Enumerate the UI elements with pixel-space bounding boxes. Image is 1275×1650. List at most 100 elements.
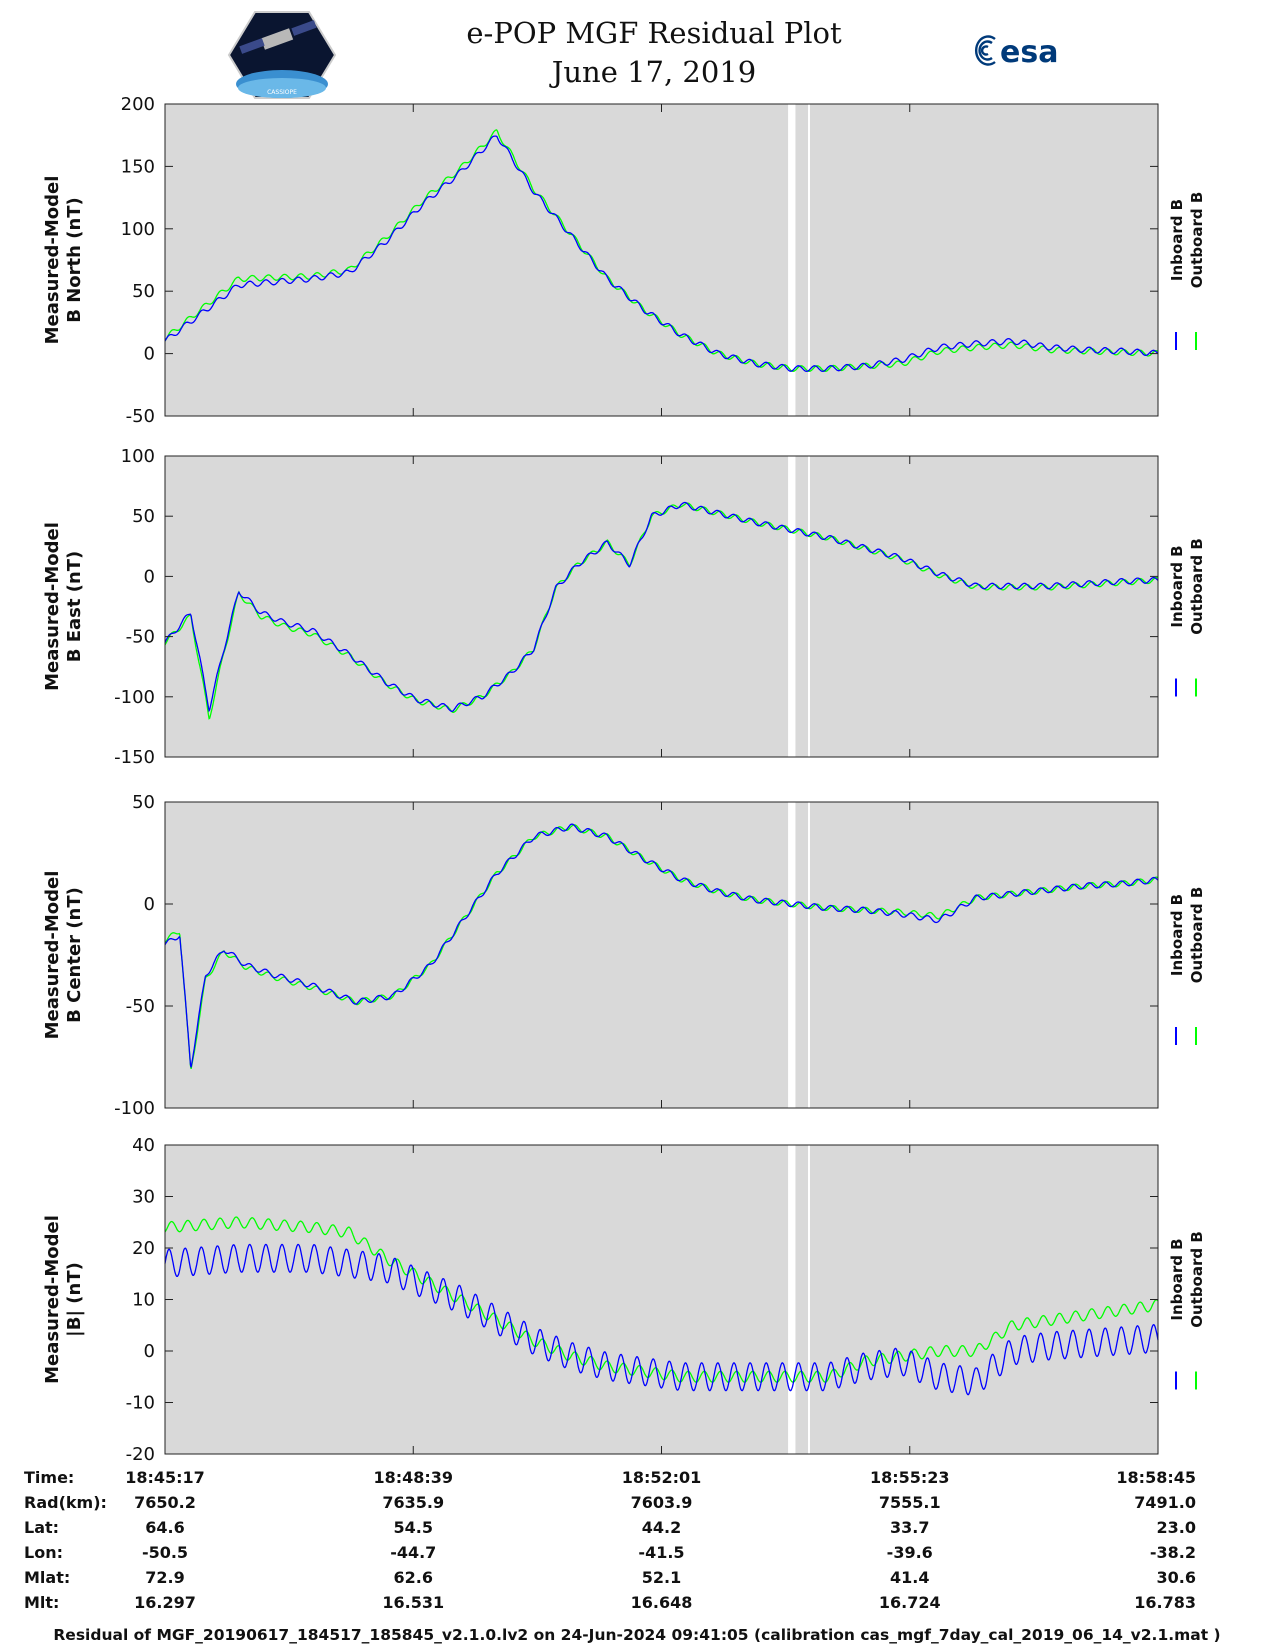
ephemeris-value-lat: 54.5 — [394, 1518, 433, 1537]
ephemeris-value-time: 18:55:23 — [870, 1468, 950, 1487]
ephemeris-value-rad: 7635.9 — [382, 1493, 444, 1512]
panel-3: -100 -50 0 50 Measured-Model B Center (nT) Inb… — [42, 792, 1206, 1119]
ephemeris-row-label: Lon: — [24, 1543, 63, 1562]
inboard-series-line — [164, 823, 1159, 1068]
ephemeris-value-lon: -41.5 — [638, 1543, 684, 1562]
data-gap-2 — [807, 104, 810, 416]
y-tick-label: 0 — [144, 566, 155, 587]
y-tick-label: 20 — [132, 1238, 155, 1259]
legend-inboard-label: Inboard B — [1168, 545, 1186, 627]
ephemeris-value-lon: -44.7 — [390, 1543, 436, 1562]
footer-caption: Residual of MGF_20190617_184517_185845_v… — [53, 1626, 1220, 1644]
y-tick-label: -100 — [114, 687, 155, 708]
y-axis-label: Measured-Model — [42, 871, 63, 1040]
plot-area — [165, 1145, 1158, 1454]
data-gap-1 — [788, 1145, 796, 1454]
ephemeris-value-rad: 7650.2 — [134, 1493, 196, 1512]
y-axis-label: Measured-Model — [42, 176, 63, 345]
ephemeris-value-rad: 7603.9 — [631, 1493, 693, 1512]
y-tick-label: 0 — [144, 894, 155, 915]
legend-outboard-label: Outboard B — [1188, 887, 1206, 984]
y-tick-label: -50 — [126, 406, 155, 427]
y-tick-label: -100 — [114, 1098, 155, 1119]
y-tick-label: -150 — [114, 747, 155, 768]
ephemeris-value-lat: 44.2 — [642, 1518, 681, 1537]
ephemeris-value-mlat: 30.6 — [1157, 1568, 1196, 1587]
y-tick-label: 50 — [132, 792, 155, 813]
x-axis-info-table: Time: Rad(km): Lat: Lon: Mlat: Mlt: 18:45:17 76… — [24, 1468, 1196, 1612]
ephemeris-value-mlat: 52.1 — [642, 1568, 681, 1587]
y-axis-label: B Center (nT) — [64, 887, 85, 1023]
legend-outboard-label: Outboard B — [1188, 538, 1206, 635]
ephemeris-value-lat: 33.7 — [890, 1518, 929, 1537]
y-tick-label: 30 — [132, 1187, 155, 1208]
ephemeris-value-mlt: 16.531 — [382, 1593, 444, 1612]
ephemeris-value-mlat: 62.6 — [394, 1568, 433, 1587]
ephemeris-value-mlt: 16.783 — [1134, 1593, 1196, 1612]
esa-logo-text: esa — [1000, 35, 1058, 70]
ephemeris-row-label: Rad(km): — [24, 1493, 107, 1512]
y-tick-label: -50 — [126, 627, 155, 648]
legend-outboard-label: Outboard B — [1188, 192, 1206, 289]
y-axis-label: Measured-Model — [42, 522, 63, 691]
ephemeris-value-lon: -38.2 — [1150, 1543, 1196, 1562]
y-tick-label: 150 — [121, 156, 155, 177]
outboard-series-line — [164, 824, 1159, 1070]
ephemeris-value-time: 18:52:01 — [622, 1468, 702, 1487]
plot-date: June 17, 2019 — [549, 55, 757, 89]
esa-swirl-icon — [974, 35, 996, 66]
y-tick-label: -20 — [126, 1444, 155, 1465]
panel-1: -50 0 50 100 150 200 Measured-Model B North (nT… — [42, 94, 1206, 427]
y-axis-label: B North (nT) — [64, 197, 85, 323]
esa-logo: esa — [974, 35, 1058, 70]
data-gap-2 — [807, 1145, 810, 1454]
inboard-series-line — [164, 501, 1159, 713]
outboard-series-line — [164, 129, 1159, 373]
legend-inboard-label: Inboard B — [1168, 1238, 1186, 1320]
y-axis-label: Measured-Model — [42, 1215, 63, 1384]
plot-area — [165, 802, 1158, 1108]
y-tick-label: 200 — [121, 94, 155, 115]
y-axis-label: |B| (nT) — [64, 1262, 85, 1337]
panel-2: -150 -100 -50 0 50 100 Measured-Model B East (n… — [42, 446, 1206, 768]
ephemeris-row-label: Mlt: — [24, 1593, 59, 1612]
ephemeris-value-time: 18:48:39 — [373, 1468, 453, 1487]
y-tick-label: -10 — [126, 1393, 155, 1414]
y-tick-label: -50 — [126, 996, 155, 1017]
data-gap-2 — [807, 456, 810, 757]
ephemeris-value-rad: 7491.0 — [1134, 1493, 1196, 1512]
data-gap-1 — [788, 456, 796, 757]
y-tick-label: 0 — [144, 344, 155, 365]
ephemeris-row-label: Mlat: — [24, 1568, 70, 1587]
ephemeris-row-label: Lat: — [24, 1518, 59, 1537]
ephemeris-value-mlt: 16.648 — [631, 1593, 693, 1612]
y-tick-label: 50 — [132, 506, 155, 527]
inboard-series-line — [164, 1243, 1159, 1396]
plot-area — [165, 456, 1158, 757]
data-gap-1 — [788, 802, 796, 1108]
ephemeris-value-mlat: 41.4 — [890, 1568, 929, 1587]
ephemeris-value-lon: -39.6 — [887, 1543, 933, 1562]
y-tick-label: 10 — [132, 1290, 155, 1311]
outboard-series-line — [164, 1216, 1159, 1383]
data-gap-1 — [788, 104, 796, 416]
ephemeris-row-label: Time: — [24, 1468, 74, 1487]
ephemeris-value-mlt: 16.297 — [134, 1593, 196, 1612]
plot-area — [165, 104, 1158, 416]
y-tick-label: 50 — [132, 281, 155, 302]
data-gap-2 — [807, 802, 810, 1108]
ephemeris-value-lon: -50.5 — [142, 1543, 188, 1562]
y-tick-label: 0 — [144, 1341, 155, 1362]
y-axis-label: B East (nT) — [64, 551, 85, 663]
legend-inboard-label: Inboard B — [1168, 199, 1186, 281]
ephemeris-value-mlt: 16.724 — [879, 1593, 941, 1612]
ephemeris-value-mlat: 72.9 — [145, 1568, 184, 1587]
outboard-series-line — [164, 502, 1159, 720]
ephemeris-value-lat: 64.6 — [145, 1518, 184, 1537]
y-tick-label: 100 — [121, 446, 155, 467]
cassiope-logo: CASSIOPE — [227, 11, 337, 99]
ephemeris-value-lat: 23.0 — [1157, 1518, 1196, 1537]
ephemeris-value-rad: 7555.1 — [879, 1493, 941, 1512]
